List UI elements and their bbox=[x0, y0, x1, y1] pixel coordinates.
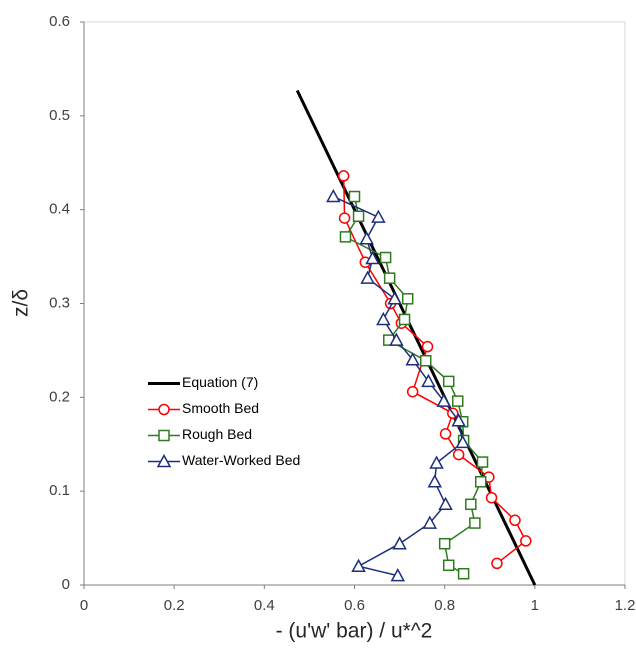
marker bbox=[451, 413, 466, 427]
x-tick-label: 0.2 bbox=[164, 597, 185, 614]
marker bbox=[469, 517, 481, 529]
marker bbox=[419, 354, 432, 367]
marker bbox=[360, 270, 375, 284]
x-tick-label: 1.2 bbox=[615, 597, 636, 614]
marker bbox=[485, 491, 498, 504]
marker bbox=[338, 212, 351, 224]
marker bbox=[427, 474, 443, 488]
marker bbox=[383, 272, 396, 284]
marker bbox=[337, 170, 350, 182]
plot-frame bbox=[83, 21, 626, 586]
marker bbox=[451, 395, 464, 407]
marker bbox=[457, 567, 470, 580]
marker bbox=[476, 456, 489, 468]
marker bbox=[429, 455, 444, 469]
marker bbox=[359, 231, 374, 245]
marker bbox=[474, 476, 487, 488]
marker bbox=[389, 332, 404, 346]
marker bbox=[371, 209, 386, 223]
marker bbox=[421, 373, 436, 388]
y-tick-label: 0 bbox=[62, 576, 70, 593]
y-tick-label: 0.2 bbox=[49, 388, 70, 405]
marker bbox=[398, 313, 411, 326]
marker bbox=[405, 352, 420, 366]
x-tick-label: 0 bbox=[80, 597, 88, 614]
marker bbox=[339, 231, 352, 243]
marker bbox=[348, 190, 361, 203]
marker bbox=[376, 311, 391, 326]
x-tick-label: 0.4 bbox=[254, 597, 275, 614]
y-tick-label: 0.5 bbox=[49, 107, 70, 124]
marker bbox=[436, 393, 452, 407]
marker bbox=[156, 453, 172, 468]
marker bbox=[438, 496, 453, 511]
series-line bbox=[295, 89, 537, 586]
marker bbox=[387, 291, 402, 305]
x-tick-label: 0.8 bbox=[434, 597, 455, 614]
marker bbox=[158, 403, 170, 416]
marker bbox=[442, 559, 455, 572]
y-tick-label: 0.4 bbox=[49, 201, 70, 218]
marker bbox=[158, 429, 170, 442]
marker bbox=[455, 434, 470, 449]
x-tick-label: 1 bbox=[531, 597, 539, 614]
y-tick-label: 0.6 bbox=[49, 13, 70, 30]
marker bbox=[520, 535, 532, 547]
marker bbox=[352, 210, 365, 222]
marker bbox=[406, 385, 419, 398]
y-axis-title: z/δ bbox=[10, 289, 33, 317]
series-line bbox=[344, 196, 484, 575]
legend-label: Smooth Bed bbox=[182, 400, 259, 416]
marker bbox=[421, 340, 434, 353]
marker bbox=[392, 536, 407, 550]
legend-label: Equation (7) bbox=[182, 374, 258, 390]
marker bbox=[422, 515, 438, 529]
marker bbox=[401, 293, 414, 305]
marker bbox=[438, 537, 451, 550]
marker bbox=[390, 568, 406, 582]
marker bbox=[509, 514, 521, 527]
x-tick-label: 0.6 bbox=[344, 597, 365, 614]
marker bbox=[365, 250, 380, 265]
marker bbox=[326, 188, 341, 203]
legend-label: Water-Worked Bed bbox=[182, 452, 300, 468]
x-axis-title: - (u'w' bar) / u*^2 bbox=[276, 620, 433, 643]
marker bbox=[351, 558, 366, 572]
y-tick-label: 0.3 bbox=[49, 294, 70, 311]
marker bbox=[439, 428, 452, 440]
marker bbox=[379, 251, 392, 264]
y-tick-label: 0.1 bbox=[49, 482, 70, 499]
legend-label: Rough Bed bbox=[182, 426, 252, 442]
marker bbox=[491, 557, 503, 570]
marker bbox=[452, 448, 465, 461]
marker bbox=[442, 375, 455, 388]
marker bbox=[465, 498, 477, 511]
